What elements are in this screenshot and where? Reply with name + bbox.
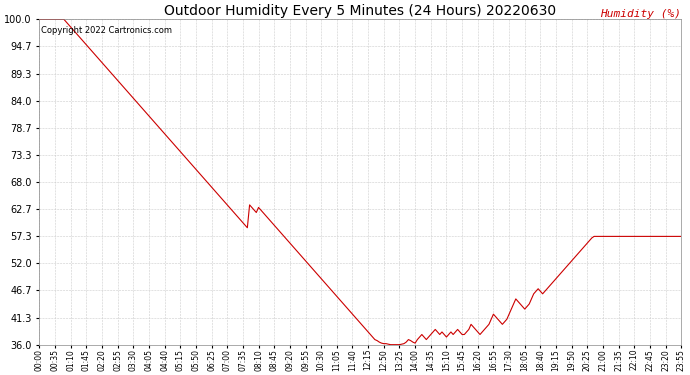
Title: Outdoor Humidity Every 5 Minutes (24 Hours) 20220630: Outdoor Humidity Every 5 Minutes (24 Hou… [164, 4, 556, 18]
Text: Humidity (%): Humidity (%) [600, 9, 681, 20]
Text: Copyright 2022 Cartronics.com: Copyright 2022 Cartronics.com [41, 26, 172, 35]
